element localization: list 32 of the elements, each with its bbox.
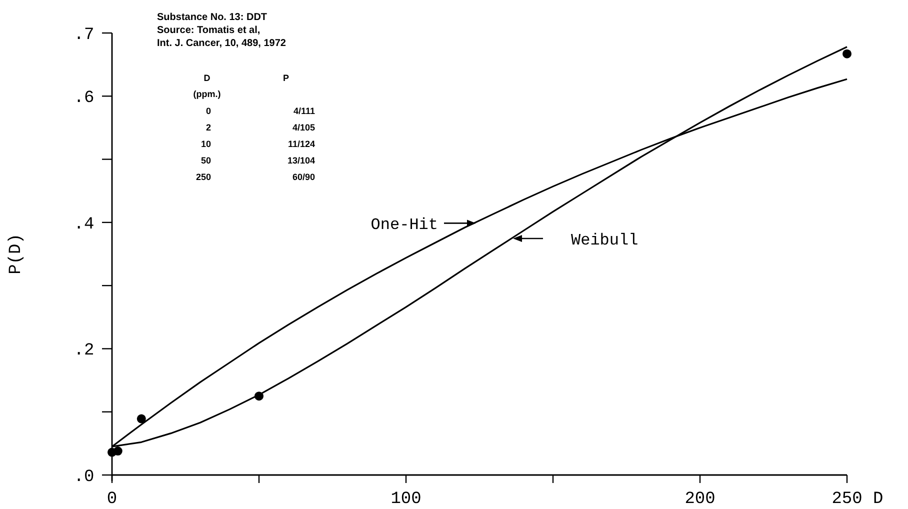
- y-tick-label: .2: [74, 342, 94, 361]
- annotation: (ppm.): [193, 89, 221, 99]
- x-tick-label: 250: [832, 490, 862, 509]
- annotation: 0: [206, 106, 211, 116]
- annotation: 2: [206, 122, 211, 132]
- point: [136, 414, 146, 424]
- y-tick-label: .4: [74, 215, 94, 234]
- annotation: D: [204, 73, 211, 83]
- y-tick-label: .7: [74, 26, 94, 45]
- point: [842, 49, 852, 58]
- annotation: Int. J. Cancer, 10, 489, 1972: [157, 38, 286, 49]
- annotation: 4/105: [292, 122, 315, 132]
- annotation: 11/124: [288, 139, 315, 149]
- y-tick-label: .0: [74, 468, 94, 487]
- annotation: 50: [200, 156, 211, 166]
- chart-title: Substance No. 13: DDT: [157, 12, 268, 23]
- annotation: 13/104: [287, 156, 315, 166]
- y-tick-label: .6: [74, 89, 94, 108]
- legend-label: Weibull: [571, 231, 638, 250]
- annotation: 250: [196, 172, 211, 182]
- x-tick-label: 0: [106, 490, 118, 509]
- x-axis-title: D: [873, 490, 884, 509]
- annotation: P: [282, 73, 290, 83]
- y-axis-title: P(D): [7, 234, 26, 274]
- series-label: One-Hit: [370, 216, 438, 234]
- x-tick-label: 200: [684, 490, 716, 509]
- annotation: 10: [200, 139, 211, 149]
- point: [113, 446, 122, 456]
- annotation: 60/90: [292, 172, 315, 182]
- x-tick-label: 100: [390, 490, 422, 509]
- annotation: Source: Tomatis et al,: [157, 25, 260, 36]
- annotation: 4/111: [293, 106, 315, 116]
